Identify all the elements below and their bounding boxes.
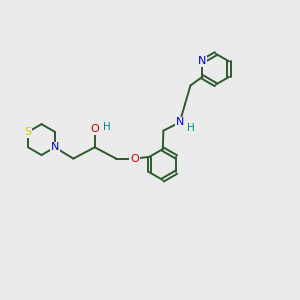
Text: N: N: [176, 117, 184, 128]
Text: H: H: [103, 122, 111, 131]
Text: O: O: [90, 124, 99, 134]
Text: N: N: [51, 142, 59, 152]
Text: N: N: [198, 56, 206, 66]
Text: O: O: [130, 154, 139, 164]
Text: H: H: [187, 123, 195, 133]
Text: S: S: [25, 127, 32, 137]
